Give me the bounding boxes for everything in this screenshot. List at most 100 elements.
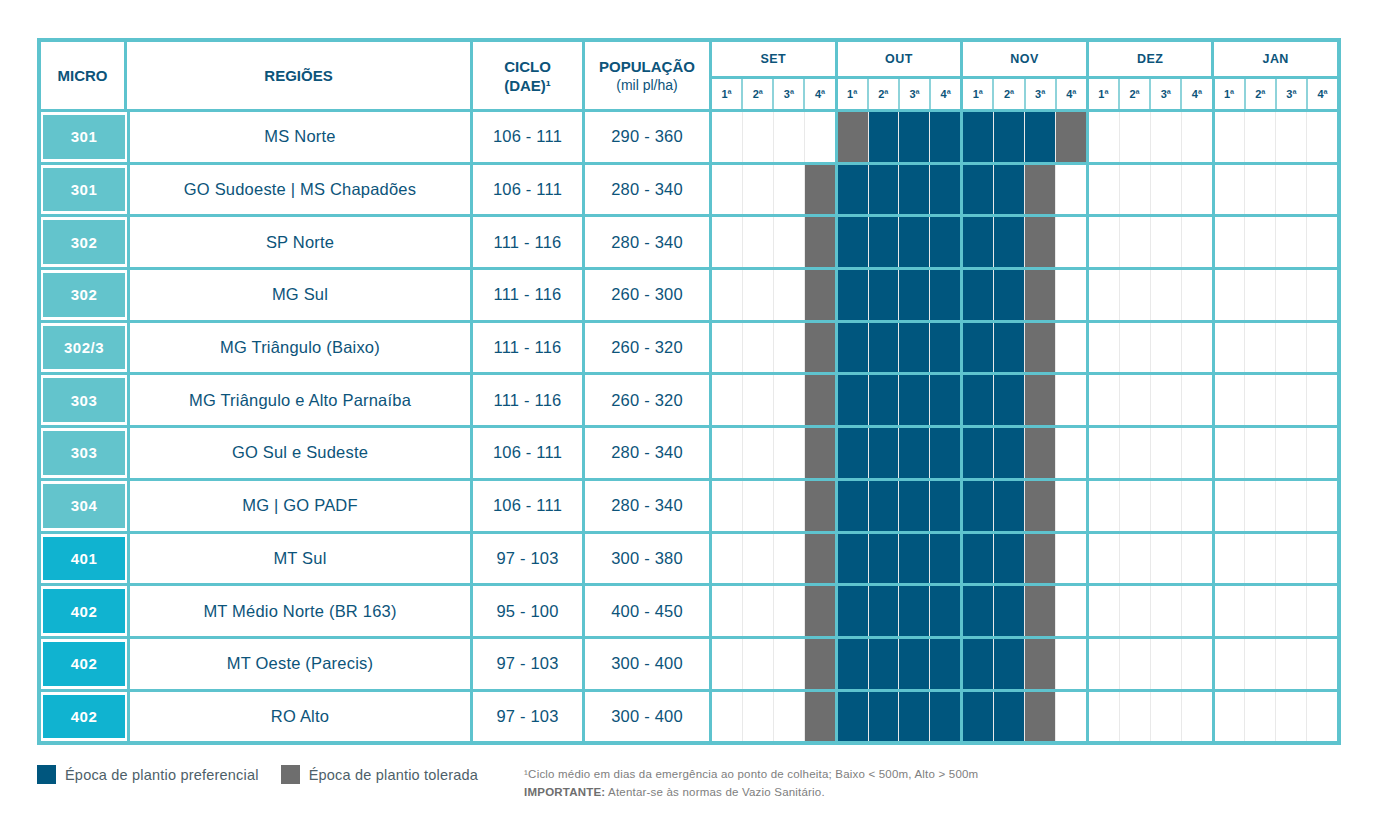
empty-week-cell: [774, 270, 805, 320]
empty-week-cell: [1245, 165, 1276, 215]
empty-week-cell: [712, 586, 743, 636]
empty-week-cell: [1307, 639, 1337, 689]
preferred-week-cell: [869, 112, 900, 162]
preferred-week-cell: [963, 534, 994, 584]
tolerated-week-cell: [805, 270, 838, 320]
preferred-week-cell: [899, 692, 930, 742]
preferred-week-cell: [838, 481, 869, 531]
region-cell: MT Sul: [127, 534, 473, 584]
region-cell: SP Norte: [127, 217, 473, 267]
month-header-nov: NOV: [963, 42, 1089, 76]
schedule-cells: [712, 165, 1337, 215]
empty-week-cell: [1089, 534, 1120, 584]
region-cell: MT Oeste (Parecis): [127, 639, 473, 689]
legend-item: Época de plantio preferencial: [37, 765, 259, 784]
preferred-week-cell: [869, 639, 900, 689]
populacao-cell: 280 - 340: [585, 165, 712, 215]
preferred-week-cell: [994, 481, 1025, 531]
micro-cell: 402: [41, 692, 127, 742]
ciclo-cell: 106 - 111: [473, 428, 585, 478]
tolerated-week-cell: [805, 692, 838, 742]
empty-week-cell: [1089, 217, 1120, 267]
preferred-week-cell: [994, 323, 1025, 373]
table-row: 402MT Médio Norte (BR 163)95 - 100400 - …: [41, 583, 1337, 636]
preferred-week-cell: [869, 375, 900, 425]
table-row: 401MT Sul97 - 103300 - 380: [41, 531, 1337, 584]
week-header: 3ª: [900, 79, 931, 109]
empty-week-cell: [1215, 692, 1246, 742]
preferred-week-cell: [838, 639, 869, 689]
schedule-cells: [712, 217, 1337, 267]
tolerated-week-cell: [805, 534, 838, 584]
preferred-week-cell: [994, 375, 1025, 425]
schedule-cells: [712, 323, 1337, 373]
empty-week-cell: [1245, 586, 1276, 636]
month-header-dez: DEZ: [1089, 42, 1215, 76]
week-header: 4ª: [1182, 79, 1214, 109]
preferred-week-cell: [899, 481, 930, 531]
table-row: 303MG Triângulo e Alto Parnaíba111 - 116…: [41, 372, 1337, 425]
empty-week-cell: [1215, 270, 1246, 320]
tolerated-week-cell: [1025, 428, 1056, 478]
preferred-week-cell: [899, 586, 930, 636]
ciclo-cell: 106 - 111: [473, 112, 585, 162]
preferred-week-cell: [930, 323, 963, 373]
empty-week-cell: [712, 534, 743, 584]
populacao-cell: 280 - 340: [585, 217, 712, 267]
empty-week-cell: [774, 639, 805, 689]
preferred-week-cell: [899, 270, 930, 320]
preferred-week-cell: [963, 692, 994, 742]
empty-week-cell: [1120, 270, 1151, 320]
week-header: 3ª: [1151, 79, 1182, 109]
footnotes: ¹Ciclo médio em dias da emergência ao po…: [524, 765, 978, 801]
empty-week-cell: [1089, 165, 1120, 215]
populacao-cell: 280 - 340: [585, 481, 712, 531]
micro-cell: 301: [41, 112, 127, 162]
empty-week-cell: [1276, 112, 1307, 162]
month-header-row: SETOUTNOVDEZJAN: [712, 42, 1337, 79]
micro-cell: 302: [41, 270, 127, 320]
empty-week-cell: [1245, 428, 1276, 478]
populacao-cell: 300 - 400: [585, 639, 712, 689]
empty-week-cell: [1120, 692, 1151, 742]
tolerated-week-cell: [1025, 586, 1056, 636]
micro-cell: 401: [41, 534, 127, 584]
table-row: 302SP Norte111 - 116280 - 340: [41, 214, 1337, 267]
empty-week-cell: [1307, 375, 1337, 425]
empty-week-cell: [1307, 270, 1337, 320]
ciclo-label-line2: (DAE)¹: [504, 76, 551, 95]
preferred-week-cell: [899, 428, 930, 478]
preferred-week-cell: [838, 375, 869, 425]
tolerated-week-cell: [1025, 639, 1056, 689]
empty-week-cell: [743, 165, 774, 215]
month-header-out: OUT: [838, 42, 964, 76]
preferred-week-cell: [869, 481, 900, 531]
populacao-cell: 260 - 320: [585, 323, 712, 373]
legend: Época de plantio preferencialÉpoca de pl…: [37, 765, 500, 801]
populacao-cell: 280 - 340: [585, 428, 712, 478]
table-row: 304MG | GO PADF106 - 111280 - 340: [41, 478, 1337, 531]
preferred-week-cell: [963, 428, 994, 478]
empty-week-cell: [1151, 534, 1182, 584]
preferred-week-cell: [963, 270, 994, 320]
empty-week-cell: [1307, 217, 1337, 267]
empty-week-cell: [1182, 586, 1215, 636]
empty-week-cell: [1151, 428, 1182, 478]
tolerated-week-cell: [805, 639, 838, 689]
empty-week-cell: [1056, 481, 1089, 531]
micro-cell: 304: [41, 481, 127, 531]
micro-code-badge: 402: [43, 589, 125, 633]
empty-week-cell: [1215, 375, 1246, 425]
empty-week-cell: [1089, 323, 1120, 373]
preferred-week-cell: [899, 534, 930, 584]
preferred-week-cell: [838, 586, 869, 636]
ciclo-cell: 111 - 116: [473, 375, 585, 425]
week-header: 2ª: [869, 79, 900, 109]
column-header-populacao: POPULAÇÃO (mil pl/ha): [585, 42, 712, 109]
tolerated-week-cell: [805, 481, 838, 531]
week-header: 4ª: [931, 79, 963, 109]
empty-week-cell: [743, 481, 774, 531]
empty-week-cell: [1307, 323, 1337, 373]
empty-week-cell: [1182, 112, 1215, 162]
empty-week-cell: [743, 639, 774, 689]
